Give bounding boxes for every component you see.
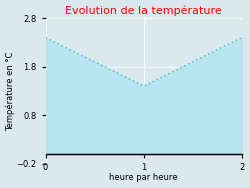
Title: Evolution de la température: Evolution de la température [65, 6, 222, 16]
X-axis label: heure par heure: heure par heure [110, 173, 178, 182]
Y-axis label: Température en °C: Température en °C [6, 51, 15, 131]
